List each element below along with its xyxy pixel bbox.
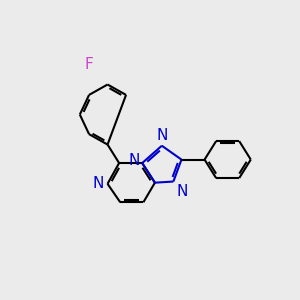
Text: N: N (176, 184, 188, 199)
Text: N: N (93, 176, 104, 191)
Text: N: N (156, 128, 167, 143)
Text: F: F (85, 58, 93, 73)
Text: N: N (128, 153, 140, 168)
